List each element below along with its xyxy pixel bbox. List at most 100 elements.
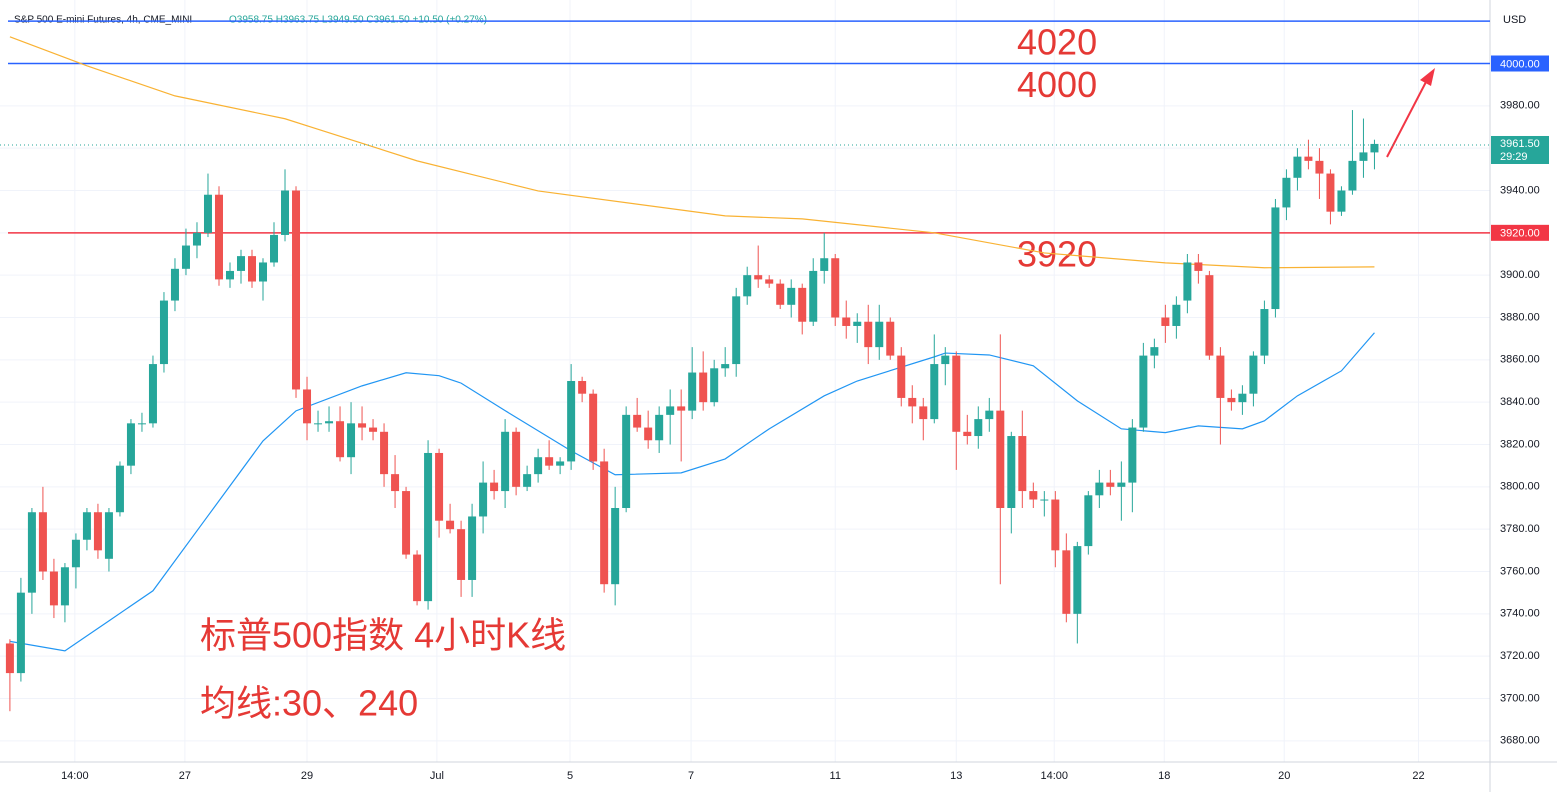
candle-body <box>1304 156 1313 161</box>
price-label: 3920.00 <box>1500 228 1540 240</box>
candle-body <box>600 461 609 585</box>
chart-title: S&P 500 E-mini Futures, 4h, CME_MINI <box>14 15 192 26</box>
candle-body <box>104 512 113 559</box>
candle-body <box>556 461 565 466</box>
candle-body <box>402 491 411 555</box>
candle-body <box>1238 393 1247 403</box>
candle-body <box>820 258 829 271</box>
y-tick-label: 3940.00 <box>1500 184 1540 196</box>
candle-body <box>501 431 510 492</box>
candle-body <box>930 364 939 420</box>
candle-body <box>1172 304 1181 326</box>
candle-body <box>1139 355 1148 428</box>
candle-body <box>875 321 884 348</box>
candle-body <box>1282 177 1291 208</box>
arrow-head <box>1420 68 1435 86</box>
candle-body <box>82 512 91 540</box>
candle-body <box>1260 309 1269 356</box>
candle-body <box>1271 207 1280 310</box>
candle-body <box>292 190 301 390</box>
candle-body <box>974 419 983 437</box>
candle-body <box>27 512 36 593</box>
candle-body <box>908 397 917 407</box>
candle-body <box>71 539 80 568</box>
candle-body <box>126 423 135 466</box>
x-tick-label: 13 <box>950 770 962 782</box>
candle-body <box>941 355 950 365</box>
candle-body <box>314 423 323 425</box>
x-tick-label: 20 <box>1278 770 1290 782</box>
candle-body <box>754 275 763 280</box>
candle-body <box>589 393 598 462</box>
candle-body <box>1018 436 1027 492</box>
y-tick-label: 3760.00 <box>1500 565 1540 577</box>
candle-body <box>633 414 642 428</box>
candle-body <box>699 372 708 403</box>
x-tick-label: 18 <box>1158 770 1170 782</box>
candle-body <box>1194 262 1203 271</box>
candle-body <box>798 287 807 322</box>
candle-body <box>159 300 168 365</box>
candle-body <box>93 512 102 551</box>
candle-body <box>1040 499 1049 501</box>
x-tick-label: 27 <box>179 770 191 782</box>
candle-body <box>1370 143 1379 153</box>
x-tick-label: 14:00 <box>1040 770 1068 782</box>
candle-body <box>1084 495 1093 547</box>
candle-body <box>1183 262 1192 301</box>
candle-body <box>776 283 785 305</box>
candle-body <box>809 270 818 322</box>
candle-body <box>435 452 444 521</box>
candle-body <box>622 414 631 508</box>
y-tick-label: 3900.00 <box>1500 269 1540 281</box>
candle-body <box>512 431 521 487</box>
candle-body <box>1051 499 1060 551</box>
y-tick-label: 3820.00 <box>1500 438 1540 450</box>
candle-body <box>1359 152 1368 161</box>
candle-body <box>303 389 312 424</box>
candle-body <box>611 508 620 585</box>
candle-body <box>1062 550 1071 614</box>
candle-body <box>1128 427 1137 483</box>
candle-body <box>325 421 334 424</box>
candle-body <box>545 457 554 466</box>
y-tick-label: 3880.00 <box>1500 311 1540 323</box>
last-price-box <box>1491 135 1549 164</box>
candle-body <box>1073 546 1082 614</box>
candle-body <box>192 232 201 246</box>
candle-body <box>842 317 851 326</box>
candle-body <box>897 355 906 398</box>
x-tick-label: 11 <box>830 770 841 782</box>
candle-body <box>1007 436 1016 508</box>
moving-average <box>9 332 1375 652</box>
candle-body <box>1293 156 1302 178</box>
candle-body <box>534 457 543 475</box>
candle-body <box>996 410 1005 508</box>
candle-body <box>732 296 741 365</box>
y-tick-label: 3980.00 <box>1500 100 1540 112</box>
candle-body <box>985 410 994 420</box>
candle-body <box>5 643 14 674</box>
caption: 均线:30、240 <box>200 683 418 724</box>
price-label-box <box>1491 55 1549 72</box>
candle-body <box>225 270 234 280</box>
candle-body <box>380 431 389 475</box>
candle-body <box>952 355 961 432</box>
candle-body <box>457 529 466 580</box>
candle-body <box>578 381 587 394</box>
candle-body <box>1216 355 1225 398</box>
x-tick-label: 7 <box>688 770 694 782</box>
candle-body <box>181 245 190 269</box>
candle-body <box>148 364 157 424</box>
last-price-label: 3961.50 <box>1500 138 1540 150</box>
candle-body <box>369 427 378 432</box>
candle-body <box>644 427 653 441</box>
candle-body <box>203 194 212 233</box>
candle-body <box>1227 397 1236 403</box>
candle-body <box>490 482 499 492</box>
y-tick-label: 3740.00 <box>1500 608 1540 620</box>
candle-body <box>567 381 576 462</box>
candle-body <box>1348 160 1357 191</box>
